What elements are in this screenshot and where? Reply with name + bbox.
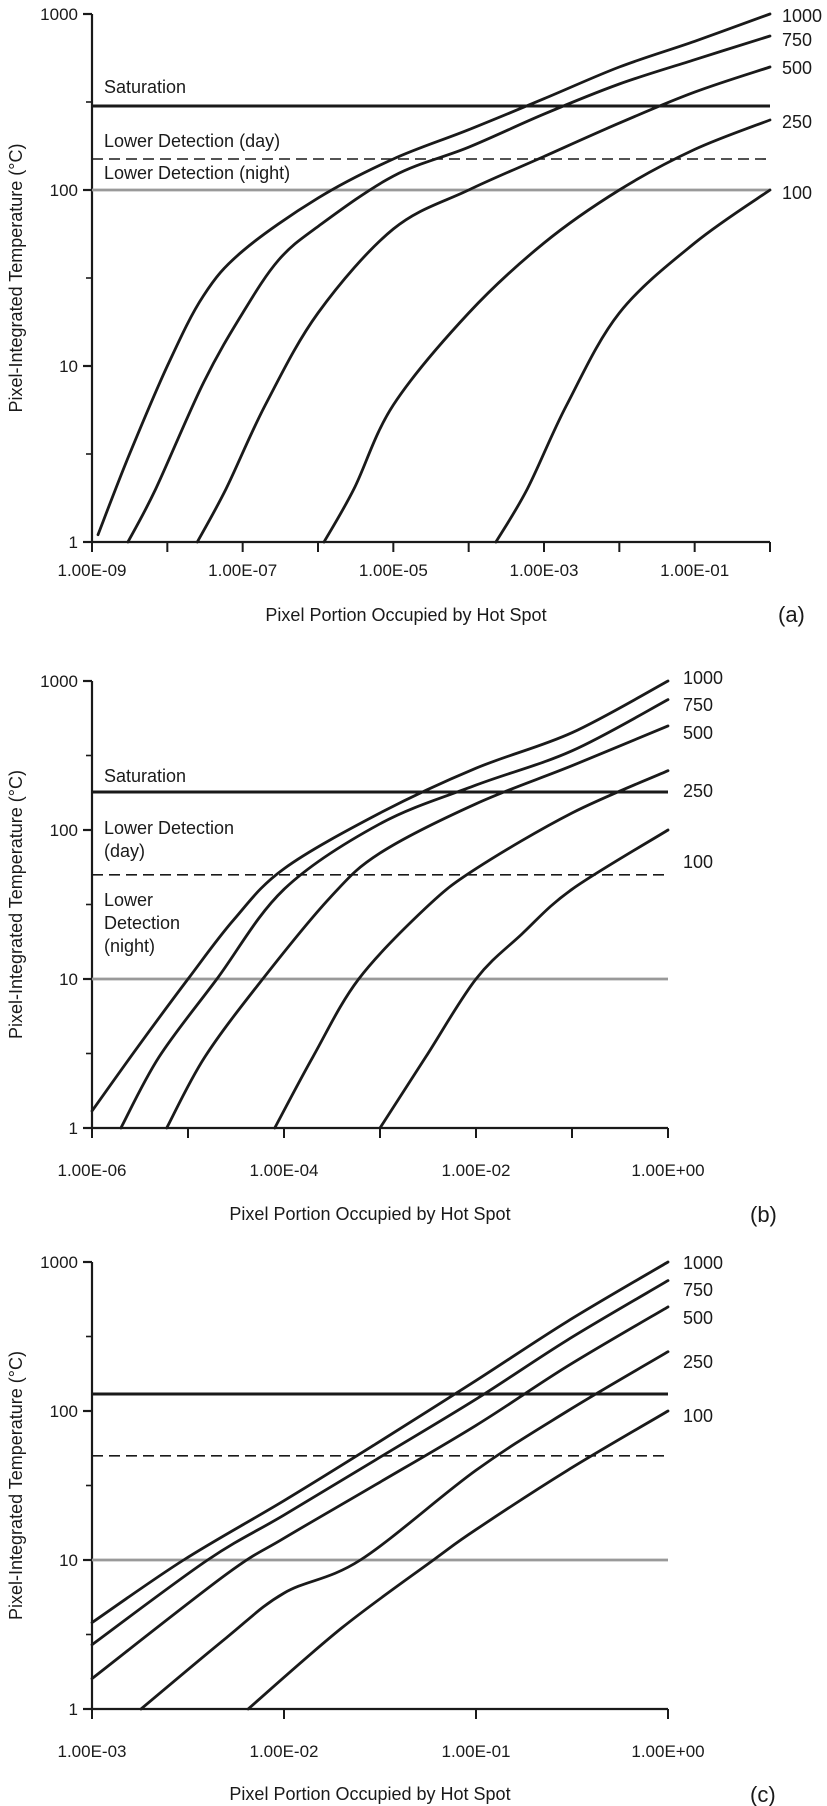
saturation-label: Saturation [104,766,186,786]
y-tick-label: 1 [69,1700,78,1719]
series-line-100 [378,828,670,1130]
series-line-500 [90,1305,670,1680]
x-tick-label: 1.00E-01 [442,1742,511,1761]
panel-label: (c) [750,1782,776,1806]
series-label-100: 100 [782,183,812,203]
lower-detection-day-label: Lower Detection (day) [104,131,280,151]
y-tick-label: 100 [50,821,78,840]
series-label-250: 250 [683,1352,713,1372]
y-tick-label: 10 [59,357,78,376]
series-line-100 [246,1409,670,1711]
series-line-250 [139,1350,670,1711]
y-tick-label: 10 [59,970,78,989]
series-line-1000 [90,679,670,1113]
x-tick-label: 1.00E-06 [58,1161,127,1180]
series-line-1000 [90,1260,670,1624]
series-label-100: 100 [683,852,713,872]
y-axis-title: Pixel-Integrated Temperature (°C) [6,770,26,1039]
lower-detection-night-label: Lower Detection (night) [104,890,180,956]
series-label-750: 750 [683,695,713,715]
x-tick-label: 1.00E+00 [631,1161,704,1180]
x-axis-title: Pixel Portion Occupied by Hot Spot [265,605,546,625]
x-tick-label: 1.00E-03 [510,561,579,580]
series-label-750: 750 [782,30,812,50]
x-tick-label: 1.00E-05 [359,561,428,580]
y-tick-label: 1000 [40,1253,78,1272]
x-tick-label: 1.00E-02 [442,1161,511,1180]
x-tick-label: 1.00E-03 [58,1742,127,1761]
series-line-1000 [96,12,772,537]
series-label-250: 250 [683,781,713,801]
y-tick-label: 1 [69,533,78,552]
panel-label: (b) [750,1202,777,1227]
x-axis-title: Pixel Portion Occupied by Hot Spot [229,1204,510,1224]
series-label-500: 500 [782,58,812,78]
series-label-1000: 1000 [782,6,822,26]
series-label-750: 750 [683,1280,713,1300]
series-line-500 [165,724,670,1130]
series-label-500: 500 [683,1308,713,1328]
series-line-250 [273,769,670,1130]
lower-detection-night-label: Lower Detection (night) [104,163,290,183]
series-label-1000: 1000 [683,668,723,688]
x-tick-label: 1.00E+00 [631,1742,704,1761]
chart-panel-2: 1 10 100 1000 1.00E-06 1.00E-04 1.00E-02 1.00E+… [6,668,777,1227]
series-label-500: 500 [683,723,713,743]
y-tick-label: 1000 [40,5,78,24]
series-line-750 [90,1279,670,1647]
y-tick-label: 10 [59,1551,78,1570]
y-axis-title: Pixel-Integrated Temperature (°C) [6,144,26,413]
series-line-500 [195,65,772,544]
x-tick-label: 1.00E-07 [208,561,277,580]
y-tick-label: 100 [50,1402,78,1421]
panel-label: (a) [778,602,805,627]
x-tick-label: 1.00E-02 [250,1742,319,1761]
series-line-100 [494,188,772,544]
series-label-1000: 1000 [683,1253,723,1273]
y-tick-label: 1 [69,1119,78,1138]
x-tick-label: 1.00E-01 [660,561,729,580]
lower-detection-day-label: Lower Detection (day) [104,818,234,861]
series-line-750 [119,698,670,1130]
x-tick-label: 1.00E-09 [58,561,127,580]
y-tick-label: 1000 [40,672,78,691]
series-line-250 [322,118,772,544]
x-tick-label: 1.00E-04 [250,1161,319,1180]
y-tick-label: 100 [50,181,78,200]
chart-panel-1: 1 10 100 1000 1.00E-09 1.00E-07 1.00E-05 1.00E-… [6,5,822,627]
series-label-100: 100 [683,1406,713,1426]
x-axis-title: Pixel Portion Occupied by Hot Spot [229,1784,510,1804]
chart-panel-3: 1 10 100 1000 1.00E-03 1.00E-02 1.00E-01 1.00E+… [6,1253,776,1806]
saturation-label: Saturation [104,77,186,97]
y-axis-title: Pixel-Integrated Temperature (°C) [6,1351,26,1620]
series-line-750 [126,34,772,544]
series-label-250: 250 [782,112,812,132]
